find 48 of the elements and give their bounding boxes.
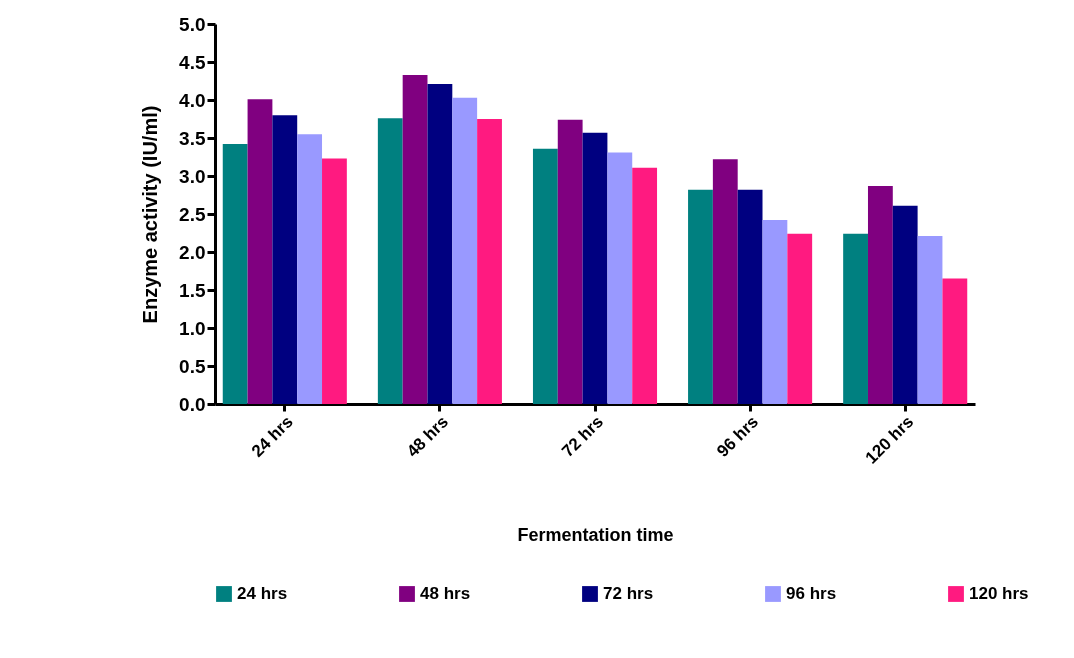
bar: [737, 189, 763, 404]
bar: [297, 134, 323, 404]
y-tick-label: 4.0: [179, 89, 206, 111]
bar: [843, 233, 868, 404]
bar: [247, 99, 273, 404]
bar: [712, 159, 738, 404]
x-axis-title: Fermentation time: [517, 524, 674, 545]
bar: [477, 119, 502, 404]
bar: [582, 132, 608, 404]
legend-label: 72 hrs: [603, 584, 654, 603]
y-tick-label: 3.5: [179, 127, 206, 149]
y-tick-label: 5.0: [179, 13, 206, 35]
bar: [272, 115, 298, 404]
y-tick-label: 2.5: [179, 203, 206, 225]
bar: [762, 220, 788, 404]
bar: [942, 278, 968, 404]
y-tick-label: 4.5: [179, 51, 206, 73]
x-tick-label: 96 hrs: [713, 412, 763, 461]
bar: [557, 119, 583, 404]
y-axis-title: Enzyme activity (IU/ml): [139, 105, 162, 324]
bar: [322, 158, 347, 404]
legend-label: 120 hrs: [969, 584, 1029, 603]
y-tick-label: 0.0: [179, 393, 206, 415]
y-tick-label: 0.5: [179, 355, 206, 377]
bar: [917, 236, 943, 404]
x-tick-label: 72 hrs: [558, 412, 608, 461]
legend-label: 24 hrs: [237, 584, 288, 603]
y-tick-label: 2.0: [179, 241, 206, 263]
x-tick-label: 48 hrs: [403, 412, 452, 461]
bar: [632, 167, 658, 404]
bar: [532, 148, 558, 404]
legend-label: 48 hrs: [420, 584, 471, 603]
bar: [377, 118, 403, 404]
x-tick-label: 120 hrs: [861, 412, 918, 468]
bar: [452, 97, 478, 404]
bar: [867, 185, 893, 404]
y-tick-label: 3.0: [179, 165, 206, 187]
legend-label: 96 hrs: [786, 584, 837, 603]
bar: [787, 233, 813, 404]
x-tick-label: 24 hrs: [247, 412, 297, 461]
bar: [427, 84, 453, 404]
bar: [222, 144, 248, 404]
bar: [688, 189, 713, 404]
bar: [607, 152, 633, 404]
y-tick-label: 1.5: [179, 279, 206, 301]
bar: [892, 205, 918, 404]
bar: [402, 74, 428, 404]
y-tick-label: 1.0: [179, 317, 206, 339]
